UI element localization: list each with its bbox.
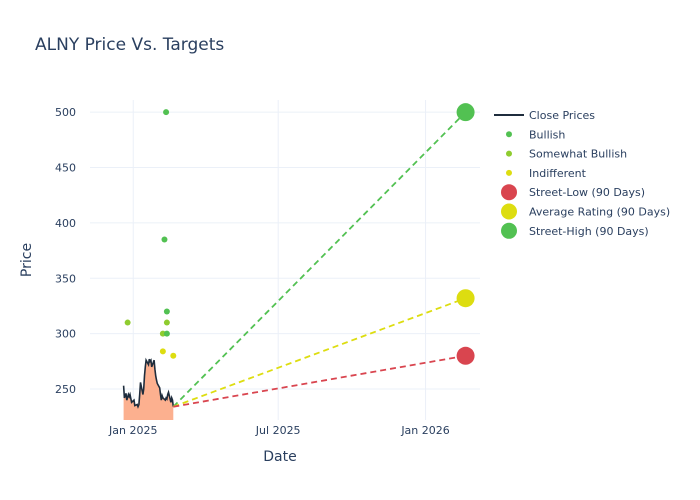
y-axis-title: Price bbox=[19, 243, 35, 277]
chart-title: ALNY Price Vs. Targets bbox=[35, 35, 224, 55]
legend-dot-swatch bbox=[501, 184, 517, 201]
rating-point bbox=[163, 319, 170, 326]
legend-dot-swatch bbox=[501, 203, 517, 220]
legend-item[interactable]: Average Rating (90 Days) bbox=[501, 203, 670, 220]
legend-dot-swatch bbox=[506, 150, 512, 157]
legend-dot-swatch bbox=[506, 169, 512, 176]
y-tick-label: 450 bbox=[55, 162, 76, 175]
grid bbox=[90, 100, 480, 420]
rating-point bbox=[161, 236, 168, 243]
average-projection-line bbox=[172, 297, 466, 408]
legend[interactable]: Close Prices Bullish Somewhat Bullish Indif… bbox=[494, 109, 670, 239]
legend-label: Average Rating (90 Days) bbox=[529, 206, 670, 219]
legend-item[interactable]: Bullish bbox=[506, 128, 565, 141]
rating-point bbox=[124, 319, 131, 326]
y-tick-label: 350 bbox=[55, 272, 76, 285]
y-tick-label: 300 bbox=[55, 328, 76, 341]
street-high-projection-line bbox=[172, 111, 467, 408]
rating-point bbox=[163, 308, 170, 315]
average-rating-marker bbox=[456, 289, 475, 308]
street-high-marker bbox=[456, 103, 475, 122]
rating-point bbox=[163, 109, 170, 116]
legend-label: Street-High (90 Days) bbox=[529, 225, 649, 238]
plot-area bbox=[122, 103, 475, 420]
legend-dot-swatch bbox=[506, 131, 512, 138]
legend-label: Bullish bbox=[529, 128, 565, 141]
y-tick-label: 500 bbox=[55, 106, 76, 119]
legend-label: Street-Low (90 Days) bbox=[529, 186, 645, 199]
rating-point bbox=[159, 348, 166, 355]
close-price-area bbox=[123, 359, 174, 420]
rating-point bbox=[163, 330, 170, 337]
legend-label: Close Prices bbox=[529, 109, 595, 122]
legend-label: Somewhat Bullish bbox=[529, 148, 627, 161]
x-tick-label: Jul 2025 bbox=[255, 424, 301, 437]
legend-item[interactable]: Indifferent bbox=[506, 167, 587, 180]
street-low-marker bbox=[456, 346, 475, 365]
y-tick-label: 400 bbox=[55, 217, 76, 230]
x-tick-label: Jan 2025 bbox=[108, 424, 157, 437]
legend-item[interactable]: Close Prices bbox=[494, 109, 595, 122]
y-tick-label: 250 bbox=[55, 383, 76, 396]
legend-dot-swatch bbox=[501, 222, 517, 239]
rating-point bbox=[170, 352, 177, 359]
axis-ticks: 250 300 350 400 450 500 Jan 2025 Jul 2025 Jan 20… bbox=[55, 106, 450, 437]
x-tick-label: Jan 2026 bbox=[400, 424, 449, 437]
legend-item[interactable]: Somewhat Bullish bbox=[506, 148, 627, 161]
legend-label: Indifferent bbox=[529, 167, 587, 180]
legend-item[interactable]: Street-Low (90 Days) bbox=[501, 184, 645, 201]
close-price-line bbox=[122, 357, 175, 409]
x-axis-title: Date bbox=[263, 449, 296, 465]
legend-item[interactable]: Street-High (90 Days) bbox=[501, 222, 649, 239]
